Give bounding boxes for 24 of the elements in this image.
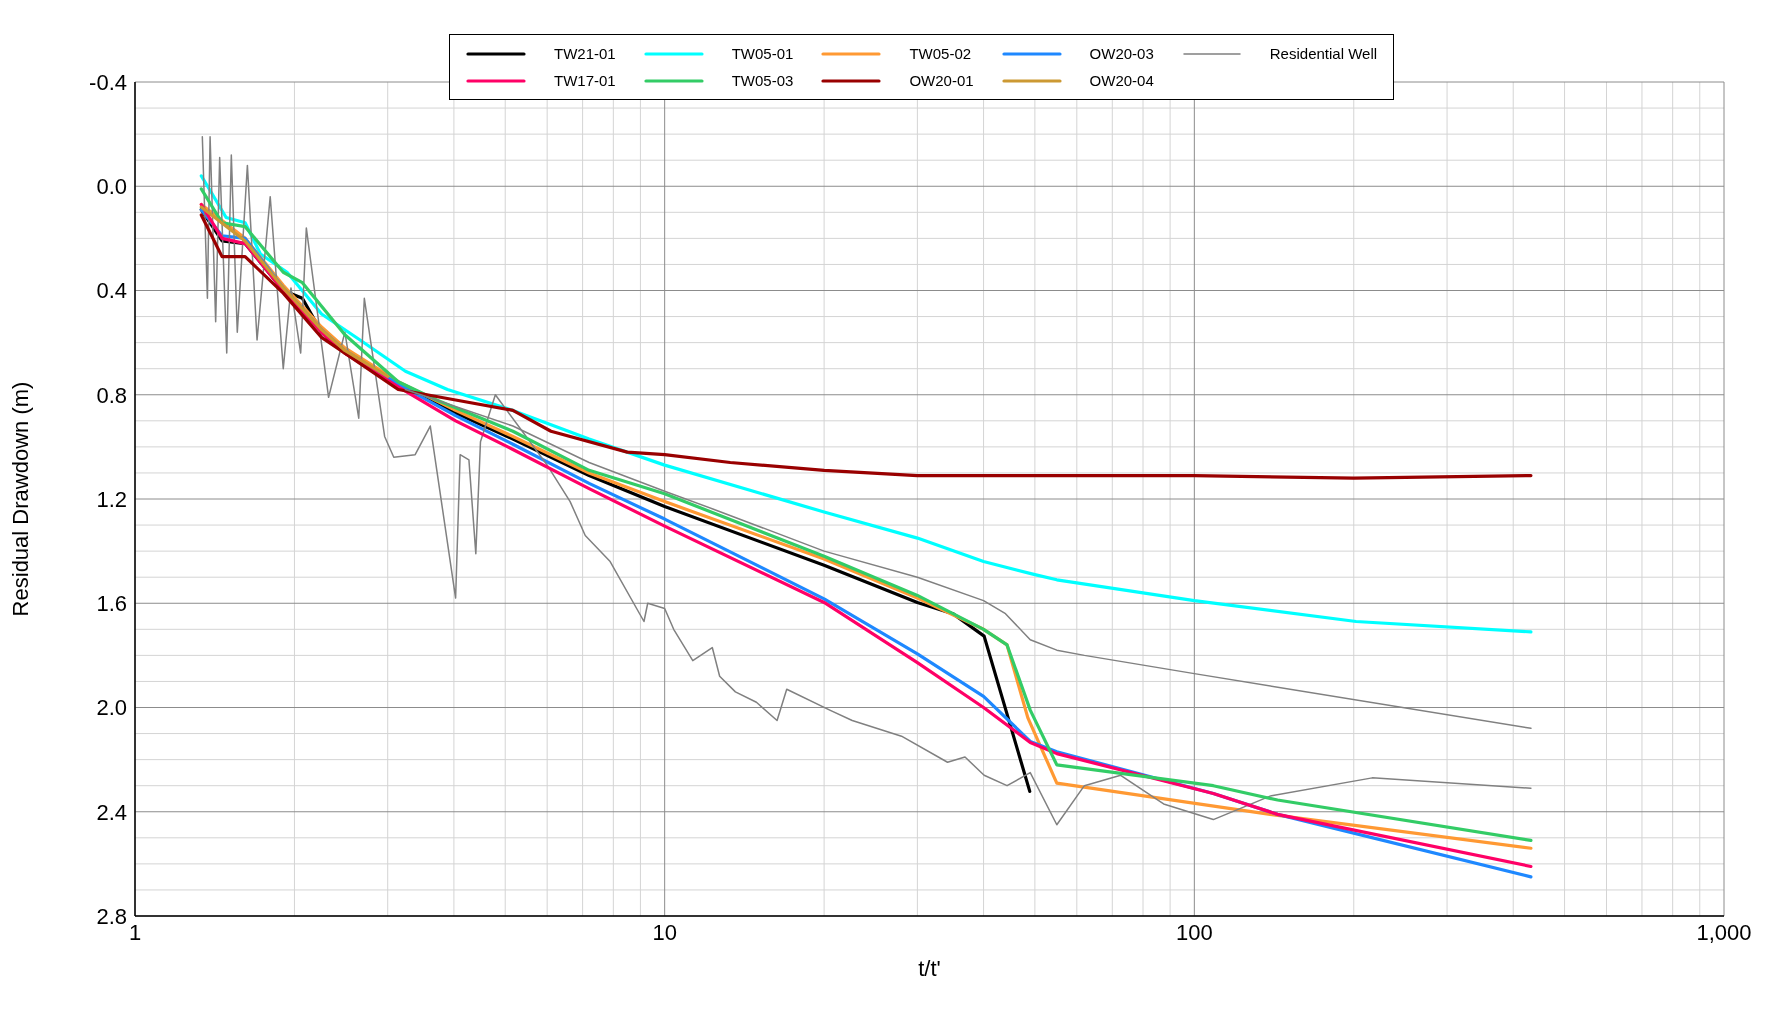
legend-label: TW05-01	[731, 45, 794, 62]
legend-label: TW17-01	[554, 72, 616, 89]
y-tick-label: -0.4	[89, 69, 127, 95]
x-tick-label: 1	[128, 919, 142, 945]
legend-label: OW20-03	[1089, 45, 1154, 62]
y-tick-label: 2.8	[96, 903, 127, 929]
x-tick-label: 1,000	[1696, 919, 1752, 945]
x-tick-label: 10	[652, 919, 677, 945]
y-tick-label: 2.4	[96, 799, 127, 825]
y-tick-label: 1.2	[96, 486, 127, 512]
legend-label: TW05-03	[731, 72, 794, 89]
legend-label: OW20-01	[909, 72, 974, 89]
y-axis-title: Residual Drawdown (m)	[7, 381, 33, 617]
y-tick-label: 0.0	[96, 174, 127, 200]
x-axis-title: t/t'	[918, 956, 941, 981]
x-tick-label: 100	[1175, 919, 1213, 945]
y-tick-label: 1.6	[96, 591, 127, 617]
y-tick-label: 0.8	[96, 382, 127, 408]
legend-label: TW21-01	[554, 45, 616, 62]
legend-label: Residential Well	[1269, 45, 1378, 62]
y-tick-label: 2.0	[96, 695, 127, 721]
y-tick-label: 0.4	[96, 278, 127, 304]
legend-label: TW05-02	[909, 45, 972, 62]
legend-label: OW20-04	[1089, 72, 1154, 89]
